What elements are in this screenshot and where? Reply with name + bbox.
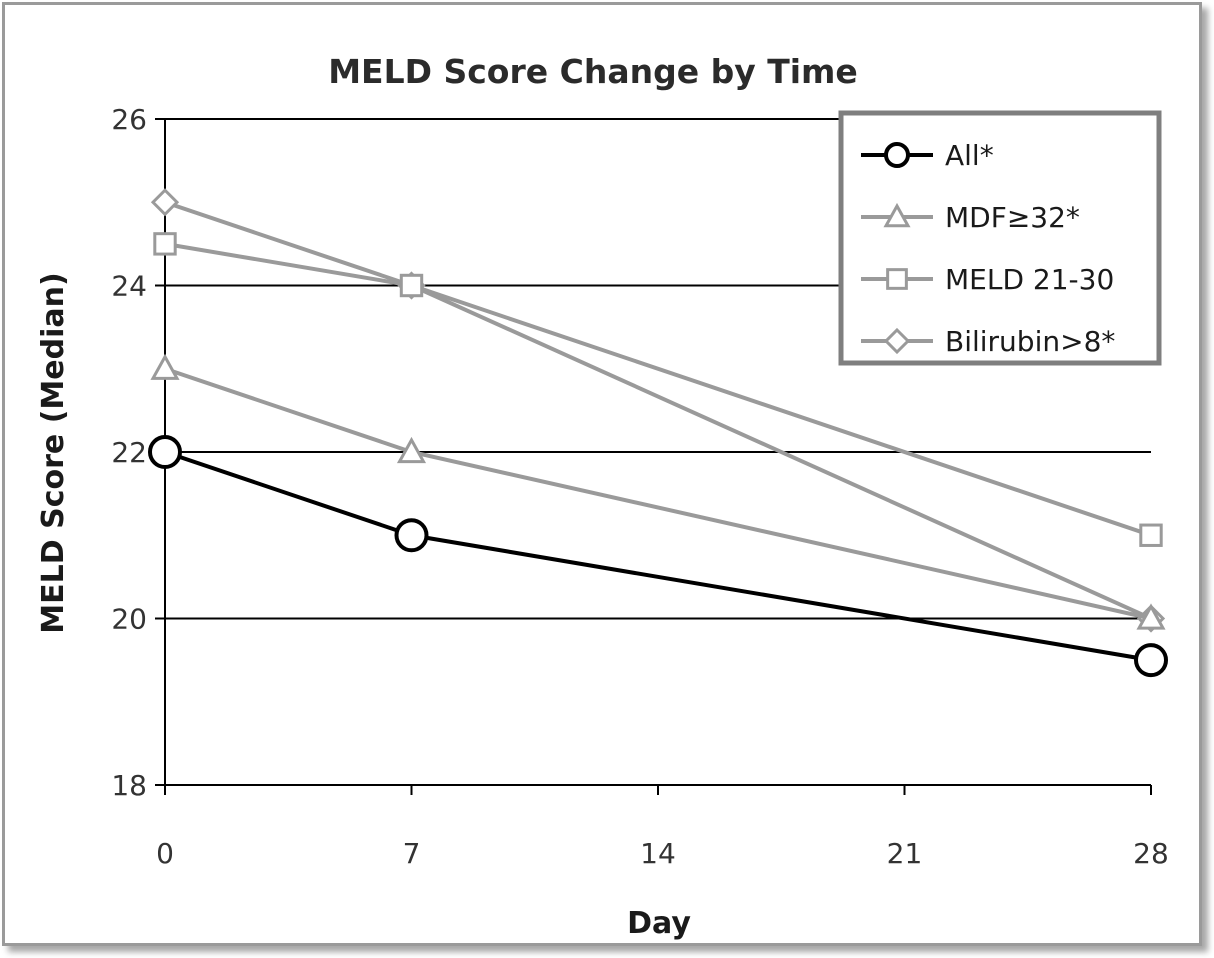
data-point-1-0 <box>150 353 180 380</box>
data-point-0-1 <box>394 518 429 553</box>
x-tick-label-7: 7 <box>403 837 421 870</box>
legend-item-3: Bilirubin>8* <box>861 325 1115 358</box>
legend-item-0: All* <box>861 139 994 172</box>
data-point-2-0 <box>153 232 177 256</box>
data-point-2-2 <box>1139 523 1163 547</box>
data-point-1-2 <box>1136 603 1166 630</box>
chart-frame: MELD Score Change by Time 18 20 22 24 26 0 7 14… <box>2 2 1202 946</box>
series-line-1 <box>164 366 1152 621</box>
data-point-3-0 <box>150 188 180 217</box>
x-axis-title: Day <box>627 906 691 941</box>
data-point-0-2 <box>1134 643 1168 678</box>
legend-marker-3 <box>883 327 911 355</box>
chart-title: MELD Score Change by Time <box>328 52 858 91</box>
y-tick-label-20: 20 <box>111 603 147 636</box>
data-point-2-1 <box>399 273 424 298</box>
legend-label-2: MELD 21-30 <box>945 263 1114 296</box>
data-point-1-1 <box>396 436 427 464</box>
chart: MELD Score Change by Time 18 20 22 24 26 0 7 14… <box>36 52 1169 941</box>
series-group <box>148 188 1168 678</box>
y-tick-label-22: 22 <box>111 436 147 469</box>
legend-marker-1 <box>883 202 911 228</box>
y-tick-label-24: 24 <box>111 270 147 303</box>
x-tick-label-21: 21 <box>887 837 923 870</box>
legend-label-0: All* <box>945 139 994 172</box>
legend-label-3: Bilirubin>8* <box>945 325 1115 358</box>
legend-marker-2 <box>886 268 908 290</box>
series-0 <box>148 435 1168 678</box>
x-tick-label-0: 0 <box>156 837 174 870</box>
legend: All* MDF≥32* MELD 21-30 Bilirubin>8* <box>838 110 1162 366</box>
tick-labels: 18 20 22 24 26 0 7 14 21 28 <box>111 103 1168 870</box>
x-tick-label-14: 14 <box>640 837 676 870</box>
legend-label-1: MDF≥32* <box>945 201 1080 234</box>
y-tick-label-18: 18 <box>111 769 147 802</box>
legend-item-1: MDF≥32* <box>861 201 1080 234</box>
data-point-0-0 <box>148 435 182 469</box>
series-2 <box>153 232 1163 547</box>
x-tick-label-28: 28 <box>1133 837 1169 870</box>
legend-marker-0 <box>884 142 910 168</box>
series-1 <box>150 353 1166 630</box>
y-axis-title: MELD Score (Median) <box>36 272 71 633</box>
legend-item-2: MELD 21-30 <box>861 263 1114 296</box>
y-tick-label-26: 26 <box>111 103 147 136</box>
